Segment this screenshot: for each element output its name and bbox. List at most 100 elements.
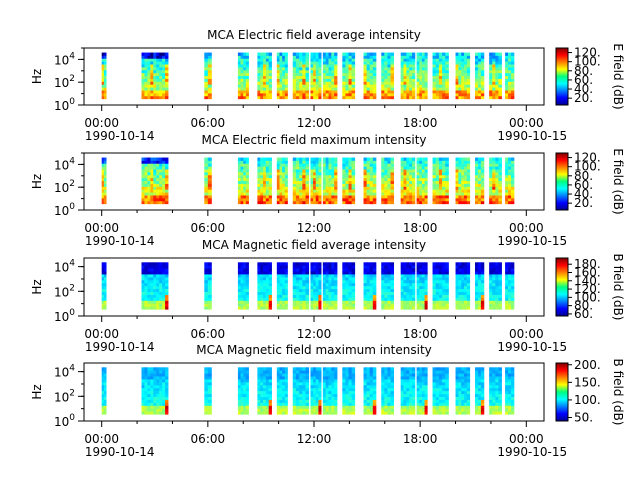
spectrogram-cell	[369, 274, 374, 278]
spectrogram-cell	[315, 276, 319, 281]
spectrogram-cell	[416, 61, 420, 65]
spectrogram-cell	[265, 379, 270, 383]
spectrogram-cell	[318, 285, 322, 290]
spectrogram-cell	[103, 405, 107, 409]
spectrogram-cell	[292, 268, 297, 272]
spectrogram-cell	[265, 271, 270, 275]
spectrogram-cell	[265, 169, 270, 173]
spectrogram-cell	[400, 58, 404, 62]
spectrogram-cell	[243, 58, 247, 62]
spectrogram-cell	[276, 72, 280, 77]
spectrogram-cell	[276, 268, 280, 272]
spectrogram-cell	[400, 75, 404, 79]
spectrogram-cell	[292, 384, 297, 389]
spectrogram-cell	[265, 291, 270, 295]
spectrogram-cell	[403, 303, 407, 307]
spectrogram-cell	[342, 189, 346, 193]
spectrogram-cell	[299, 174, 303, 179]
spectrogram-cell	[366, 376, 371, 380]
spectrogram-cell	[237, 180, 241, 184]
spectrogram-cell	[159, 180, 163, 184]
spectrogram-cell	[310, 157, 314, 161]
spectrogram-cell	[165, 370, 169, 374]
spectrogram-cell	[372, 367, 377, 371]
spectrogram-cell	[305, 265, 310, 269]
spectrogram-cell	[207, 405, 212, 409]
spectrogram-cell	[464, 183, 468, 187]
spectrogram-cell	[204, 186, 209, 190]
spectrogram-cell	[292, 52, 297, 56]
spectrogram-cell	[334, 177, 338, 182]
spectrogram-cell	[150, 306, 154, 310]
spectrogram-cell	[147, 285, 151, 290]
spectrogram-cell	[432, 95, 437, 100]
spectrogram-cell	[342, 200, 346, 205]
spectrogram-cell	[279, 192, 283, 196]
spectrogram-cell	[282, 160, 286, 164]
spectrogram-cell	[276, 169, 280, 173]
spectrogram-cell	[276, 376, 280, 380]
spectrogram-cell	[412, 276, 416, 281]
data-block	[237, 157, 249, 205]
spectrogram-cell	[207, 288, 212, 293]
spectrogram-cell	[345, 61, 349, 65]
spectrogram-cell	[162, 90, 166, 94]
spectrogram-cell	[416, 291, 420, 295]
spectrogram-cell	[412, 75, 416, 79]
spectrogram-cell	[438, 192, 443, 196]
spectrogram-cell	[505, 282, 509, 287]
spectrogram-cell	[268, 303, 272, 307]
spectrogram-cell	[162, 303, 166, 307]
spectrogram-cell	[150, 72, 154, 77]
spectrogram-cell	[464, 92, 468, 97]
spectrogram-cell	[351, 87, 356, 91]
spectrogram-cell	[477, 52, 482, 56]
spectrogram-cell	[322, 189, 327, 193]
spectrogram-cell	[412, 189, 416, 193]
spectrogram-cell	[461, 72, 465, 77]
spectrogram-cell	[260, 64, 264, 68]
spectrogram-cell	[403, 163, 407, 167]
spectrogram-cell	[237, 274, 241, 278]
spectrogram-cell	[432, 177, 437, 182]
spectrogram-cell	[162, 183, 166, 187]
spectrogram-cell	[257, 58, 261, 62]
spectrogram-cell	[260, 95, 264, 100]
spectrogram-cell	[477, 285, 482, 290]
spectrogram-cell	[103, 95, 107, 100]
spectrogram-cell	[310, 64, 314, 68]
spectrogram-cell	[464, 285, 468, 290]
spectrogram-cell	[153, 271, 157, 275]
spectrogram-cell	[204, 282, 209, 287]
spectrogram-cell	[390, 297, 395, 301]
spectrogram-cell	[165, 69, 169, 74]
spectrogram-cell	[510, 84, 515, 88]
spectrogram-cell	[318, 291, 322, 295]
spectrogram-cell	[495, 180, 499, 184]
spectrogram-cell	[302, 90, 306, 94]
spectrogram-cell	[284, 157, 288, 161]
spectrogram-cell	[510, 55, 515, 59]
spectrogram-cell	[400, 186, 404, 190]
spectrogram-cell	[342, 52, 346, 56]
spectrogram-cell	[381, 75, 385, 79]
spectrogram-cell	[435, 297, 440, 301]
spectrogram-cell	[315, 387, 319, 392]
spectrogram-cell	[495, 174, 499, 179]
spectrogram-cell	[372, 64, 377, 68]
spectrogram-cell	[295, 61, 300, 65]
spectrogram-cell	[237, 291, 241, 295]
spectrogram-cell	[328, 297, 332, 301]
spectrogram-cell	[245, 169, 249, 173]
spectrogram-cell	[310, 294, 314, 298]
spectrogram-cell	[508, 69, 512, 74]
spectrogram-cell	[325, 390, 329, 395]
spectrogram-cell	[348, 169, 352, 173]
spectrogram-cell	[492, 268, 496, 272]
spectrogram-cell	[384, 171, 388, 176]
spectrogram-cell	[318, 166, 322, 170]
spectrogram-cell	[101, 384, 105, 389]
spectrogram-cell	[406, 192, 410, 196]
spectrogram-cell	[101, 183, 105, 187]
spectrogram-cell	[366, 66, 371, 71]
